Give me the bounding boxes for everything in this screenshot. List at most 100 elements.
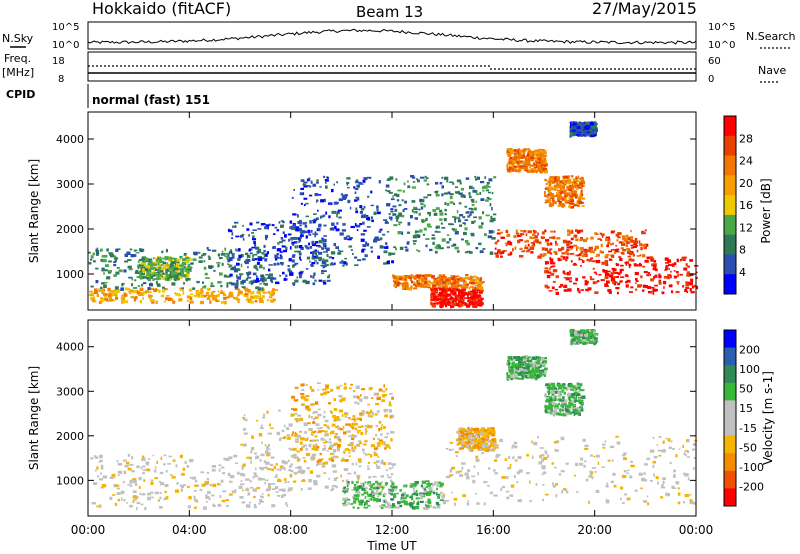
heatmap-cell: [237, 258, 241, 261]
heatmap-cell: [404, 200, 407, 204]
heatmap-cell: [343, 261, 347, 265]
heatmap-cell: [136, 276, 140, 278]
heatmap-cell: [553, 441, 558, 444]
heatmap-cell: [250, 447, 255, 450]
heatmap-cell: [193, 495, 196, 498]
heatmap-cell: [301, 396, 306, 400]
heatmap-cell: [251, 280, 254, 284]
heatmap-cell: [547, 180, 552, 184]
heatmap-cell: [509, 158, 513, 163]
heatmap-cell: [660, 486, 666, 489]
heatmap-cell: [300, 488, 303, 491]
heatmap-cell: [263, 255, 266, 258]
heatmap-cell: [313, 480, 318, 484]
heatmap-cell: [479, 303, 482, 307]
heatmap-cell: [693, 284, 696, 288]
heatmap-cell: [563, 277, 568, 279]
heatmap-cell: [602, 443, 606, 446]
heatmap-cell: [132, 490, 137, 493]
heatmap-cell: [677, 487, 680, 490]
heatmap-cell: [242, 463, 246, 467]
heatmap-cell: [633, 242, 638, 246]
heatmap-cell: [389, 176, 394, 180]
heatmap-cell: [610, 254, 614, 257]
heatmap-cell: [601, 466, 606, 468]
heatmap-cell: [633, 263, 637, 267]
heatmap-cell: [643, 472, 646, 475]
heatmap-cell: [558, 286, 562, 288]
heatmap-cell: [211, 468, 216, 472]
heatmap-cell: [460, 285, 462, 289]
heatmap-cell: [570, 241, 573, 244]
heatmap-cell: [473, 216, 477, 219]
heatmap-cell: [621, 252, 625, 255]
heatmap-cell: [440, 299, 443, 303]
heatmap-cell: [611, 459, 614, 462]
heatmap-cell: [303, 197, 308, 200]
heatmap-cell: [658, 449, 663, 452]
heatmap-cell: [432, 491, 436, 495]
heatmap-cell: [235, 235, 240, 238]
heatmap-cell: [616, 239, 619, 242]
heatmap-cell: [508, 455, 511, 459]
heatmap-cell: [456, 443, 460, 446]
heatmap-cell: [431, 490, 435, 493]
heatmap-cell: [501, 476, 506, 479]
heatmap-cell: [259, 294, 262, 298]
heatmap-cell: [405, 248, 409, 252]
heatmap-cell: [440, 491, 443, 495]
heatmap-cell: [558, 196, 564, 199]
heatmap-cell: [314, 260, 318, 262]
heatmap-cell: [484, 176, 487, 179]
heatmap-cell: [685, 283, 690, 287]
heatmap-cell: [275, 473, 278, 478]
heatmap-cell: [375, 480, 378, 484]
heatmap-cell: [420, 284, 425, 288]
heatmap-cell: [150, 287, 155, 291]
heatmap-cell: [489, 442, 493, 446]
heatmap-cell: [385, 184, 390, 188]
heatmap-cell: [379, 485, 383, 489]
heatmap-cell: [205, 294, 210, 297]
heatmap-cell: [310, 431, 315, 434]
heatmap-cell: [110, 298, 114, 302]
heatmap-cell: [585, 288, 590, 292]
heatmap-cell: [124, 287, 129, 291]
heatmap-cell: [590, 278, 595, 281]
heatmap-cell: [545, 240, 549, 243]
heatmap-cell: [91, 292, 95, 295]
heatmap-cell: [552, 485, 556, 488]
heatmap-cell: [615, 263, 620, 267]
heatmap-cell: [159, 481, 162, 483]
heatmap-cell: [534, 153, 536, 156]
heatmap-cell: [376, 410, 380, 413]
heatmap-cell: [432, 506, 436, 509]
heatmap-cell: [351, 443, 354, 447]
heatmap-cell: [359, 485, 363, 489]
heatmap-cell: [600, 279, 605, 282]
heatmap-cell: [570, 199, 575, 202]
heatmap-cell: [315, 439, 319, 442]
heatmap-cell: [444, 213, 447, 216]
heatmap-cell: [475, 493, 478, 495]
heatmap-cell: [541, 150, 545, 154]
heatmap-cell: [199, 300, 204, 305]
heatmap-cell: [563, 193, 567, 196]
heatmap-cell: [634, 237, 638, 242]
heatmap-cell: [582, 260, 585, 263]
heatmap-cell: [238, 254, 242, 258]
heatmap-cell: [542, 231, 545, 235]
heatmap-cell: [584, 444, 589, 447]
heatmap-cell: [229, 258, 233, 261]
heatmap-cell: [526, 472, 530, 475]
heatmap-cell: [472, 189, 477, 193]
heatmap-cell: [206, 500, 208, 503]
heatmap-cell: [625, 281, 628, 284]
heatmap-cell: [159, 264, 164, 266]
heatmap-cell: [106, 248, 109, 252]
heatmap-cell: [351, 448, 356, 453]
heatmap-cell: [220, 479, 224, 483]
heatmap-cell: [275, 463, 278, 466]
heatmap-cell: [555, 275, 559, 279]
heatmap-cell: [473, 275, 477, 278]
